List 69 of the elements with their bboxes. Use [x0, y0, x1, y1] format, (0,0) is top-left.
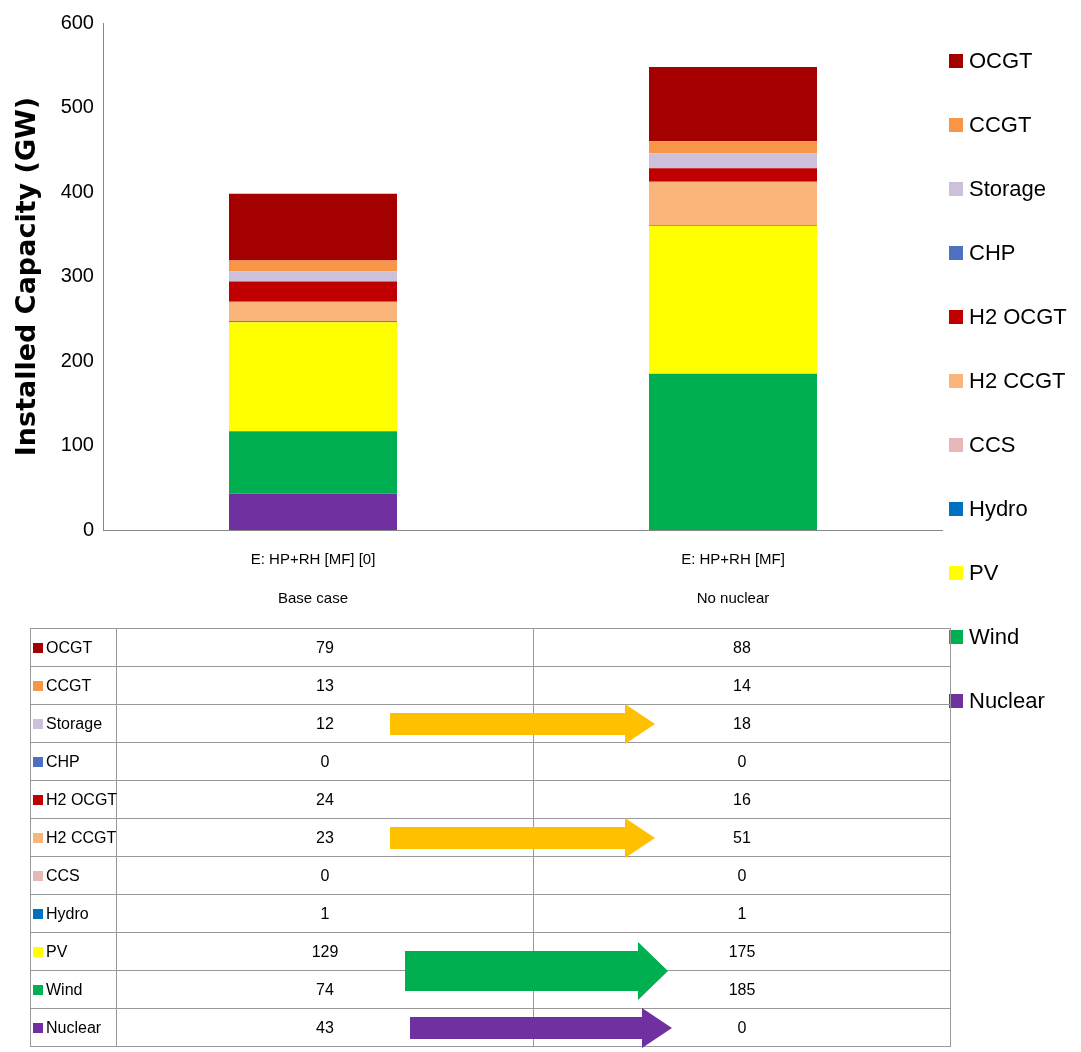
bar — [229, 260, 397, 272]
y-tick-label: 0 — [82, 517, 94, 540]
bar — [229, 493, 397, 530]
data-label: 175 — [533, 932, 951, 971]
text: CCGT — [46, 676, 92, 694]
y-tick-label: 200 — [60, 348, 94, 371]
data-label: 0 — [533, 1008, 951, 1047]
bar — [649, 168, 817, 182]
data-label: 51 — [533, 818, 951, 857]
data-label: 13 — [116, 666, 534, 705]
data-label: 88 — [533, 628, 951, 667]
data-label: 24 — [116, 780, 534, 819]
data-label: 185 — [533, 970, 951, 1009]
bar — [229, 193, 397, 261]
legend-label: CCS — [969, 432, 1016, 458]
legend-label: CHP — [969, 240, 1016, 266]
data-label: 129 — [116, 932, 534, 971]
legend-label: Wind — [969, 624, 1020, 650]
category-label: E: HP+RH [MF] [0] Base case — [250, 549, 376, 606]
data-label: 0 — [533, 856, 951, 895]
y-tick-label: 400 — [60, 179, 94, 202]
text: H2 OCGT — [46, 790, 118, 808]
text: H2 CCGT — [46, 828, 117, 846]
data-label: 0 — [116, 742, 534, 781]
y-axis-title: Installed Capacity (GW) — [10, 96, 42, 457]
y-tick-label: 100 — [60, 433, 94, 456]
bar — [649, 141, 817, 154]
text: Storage — [46, 714, 103, 732]
bar — [229, 271, 397, 282]
text: Hydro — [46, 904, 89, 922]
y-tick-label: 500 — [60, 95, 94, 118]
legend-label: Nuclear — [30, 1008, 117, 1047]
text: Wind — [46, 980, 83, 998]
legend-label: Storage — [969, 176, 1047, 202]
data-label: 0 — [116, 856, 534, 895]
text: PV — [46, 942, 68, 960]
data-label: 18 — [533, 704, 951, 743]
text: CHP — [46, 752, 80, 770]
legend-label: CCGT — [969, 112, 1032, 138]
text: CCS — [46, 866, 80, 884]
category-label: E: HP+RH [MF] No nuclear — [681, 549, 785, 606]
bar — [229, 431, 397, 494]
legend-label: Hydro — [969, 496, 1028, 522]
data-label: 79 — [116, 628, 534, 667]
data-label: 1 — [533, 894, 951, 933]
data-label: 74 — [116, 970, 534, 1009]
legend-label: H2 CCGT — [969, 368, 1066, 394]
text: Nuclear — [969, 688, 1045, 713]
bar — [649, 373, 817, 530]
bar — [229, 301, 397, 322]
bar — [229, 281, 397, 302]
legend-label: H2 OCGT — [969, 304, 1067, 330]
y-tick-label: 300 — [60, 264, 94, 287]
y-tick-label: 600 — [60, 10, 94, 33]
bar — [649, 66, 817, 142]
bar — [649, 225, 817, 374]
data-label: 1 — [116, 894, 534, 933]
bar — [649, 181, 817, 225]
legend-label: OCGT — [969, 48, 1033, 74]
bar — [229, 322, 397, 432]
data-label: 43 — [116, 1008, 534, 1047]
bar — [649, 153, 817, 169]
data-label: 14 — [533, 666, 951, 705]
text: OCGT — [46, 638, 93, 656]
data-label: 23 — [116, 818, 534, 857]
legend-label: PV — [969, 560, 999, 586]
data-label: 12 — [116, 704, 534, 743]
data-label: 16 — [533, 780, 951, 819]
data-label: 0 — [533, 742, 951, 781]
